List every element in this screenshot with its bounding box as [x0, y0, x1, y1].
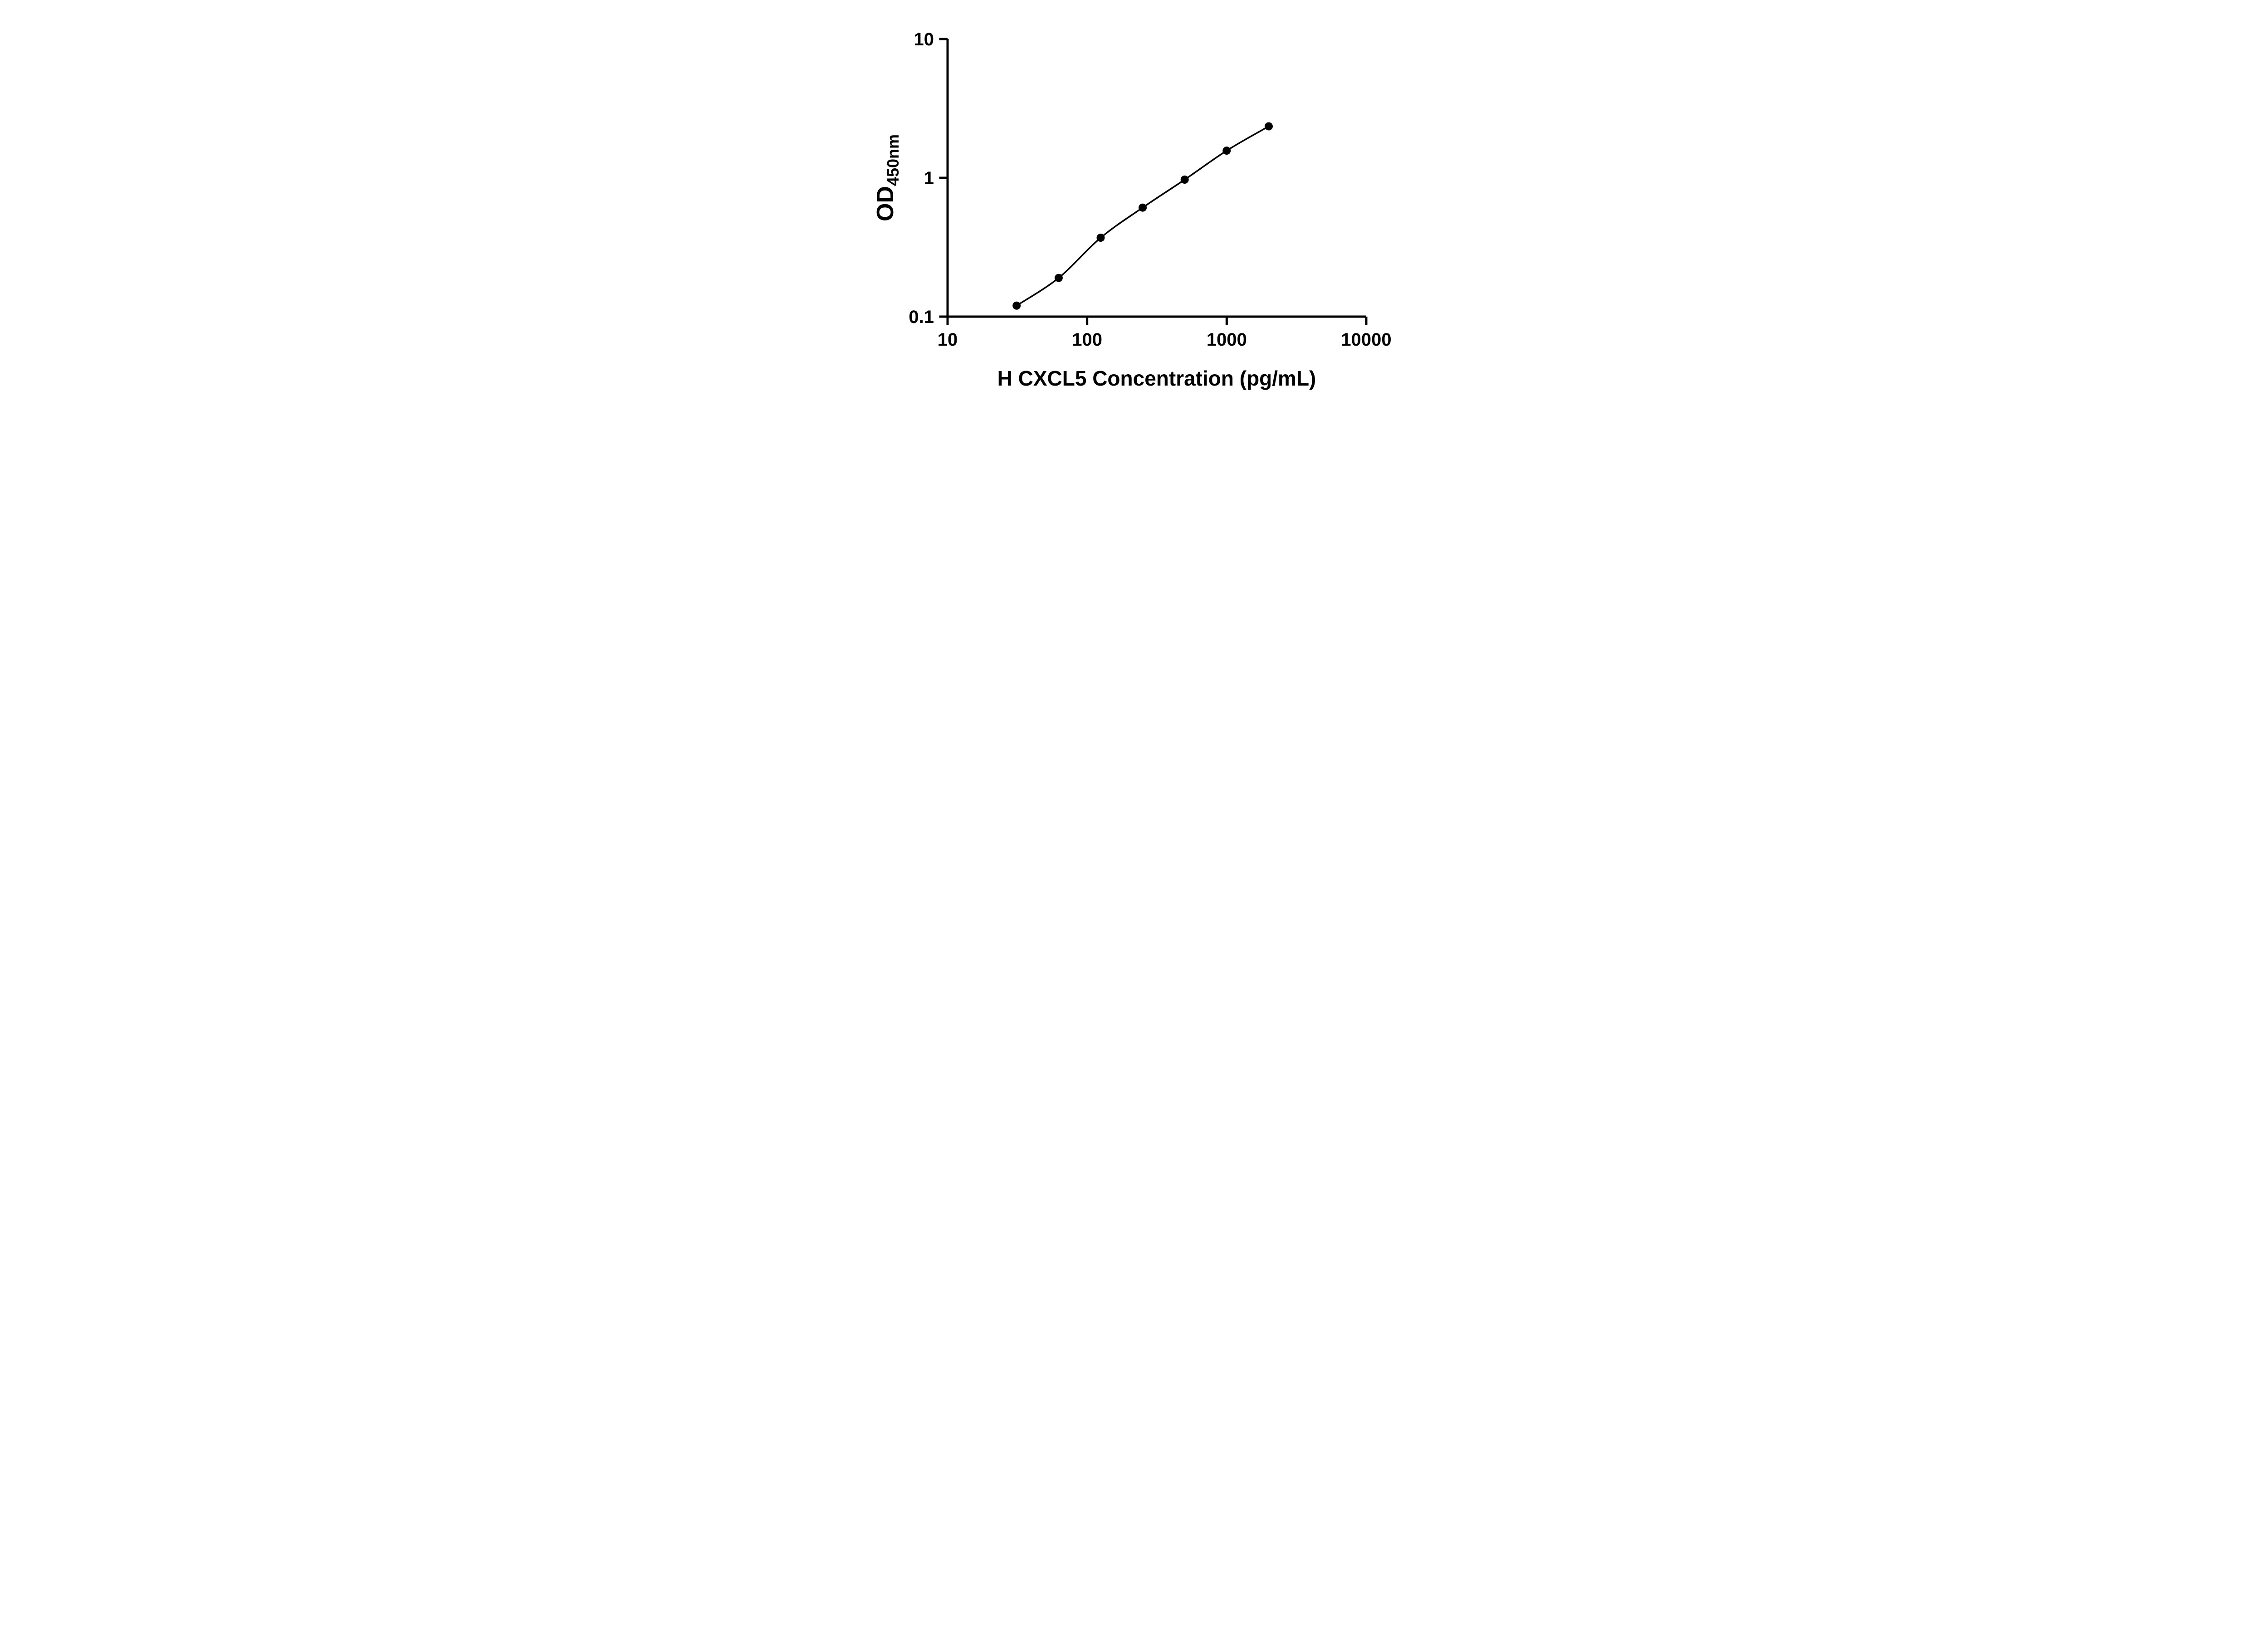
x-axis-tick-label: 1000 [1207, 330, 1247, 350]
y-axis-tick-label: 0.1 [909, 307, 934, 327]
axes-frame [946, 39, 1366, 318]
plot-area: 10 100 1000 10000 0.1 1 10 [909, 29, 1391, 350]
x-axis-tick-label: 100 [1072, 330, 1102, 350]
y-axis-title-main: OD [872, 186, 899, 221]
elisa-standard-curve-figure: 10 100 1000 10000 0.1 1 10 H CXCL5 Concentrati… [848, 0, 1420, 408]
data-point [1180, 176, 1189, 184]
y-axis-title-sub: 450nm [884, 134, 902, 186]
data-point [1012, 301, 1021, 310]
data-point [1096, 234, 1105, 242]
data-point [1139, 203, 1147, 212]
data-point [1222, 147, 1231, 155]
y-axis-title: OD450nm [872, 134, 902, 221]
x-axis-title: H CXCL5 Concentration (pg/mL) [997, 367, 1316, 390]
x-axis-tick-label: 10000 [1341, 330, 1391, 350]
y-axis-tick-label: 10 [914, 29, 934, 49]
data-point [1265, 122, 1273, 131]
y-axis-tick-label: 1 [924, 168, 934, 188]
svg-text:OD450nm: OD450nm [872, 134, 902, 221]
fit-curve [1016, 125, 1269, 307]
x-axis-tick-label: 10 [938, 330, 958, 350]
standard-curve-chart: 10 100 1000 10000 0.1 1 10 H CXCL5 Concentrati… [872, 29, 1392, 390]
data-point [1054, 274, 1063, 282]
